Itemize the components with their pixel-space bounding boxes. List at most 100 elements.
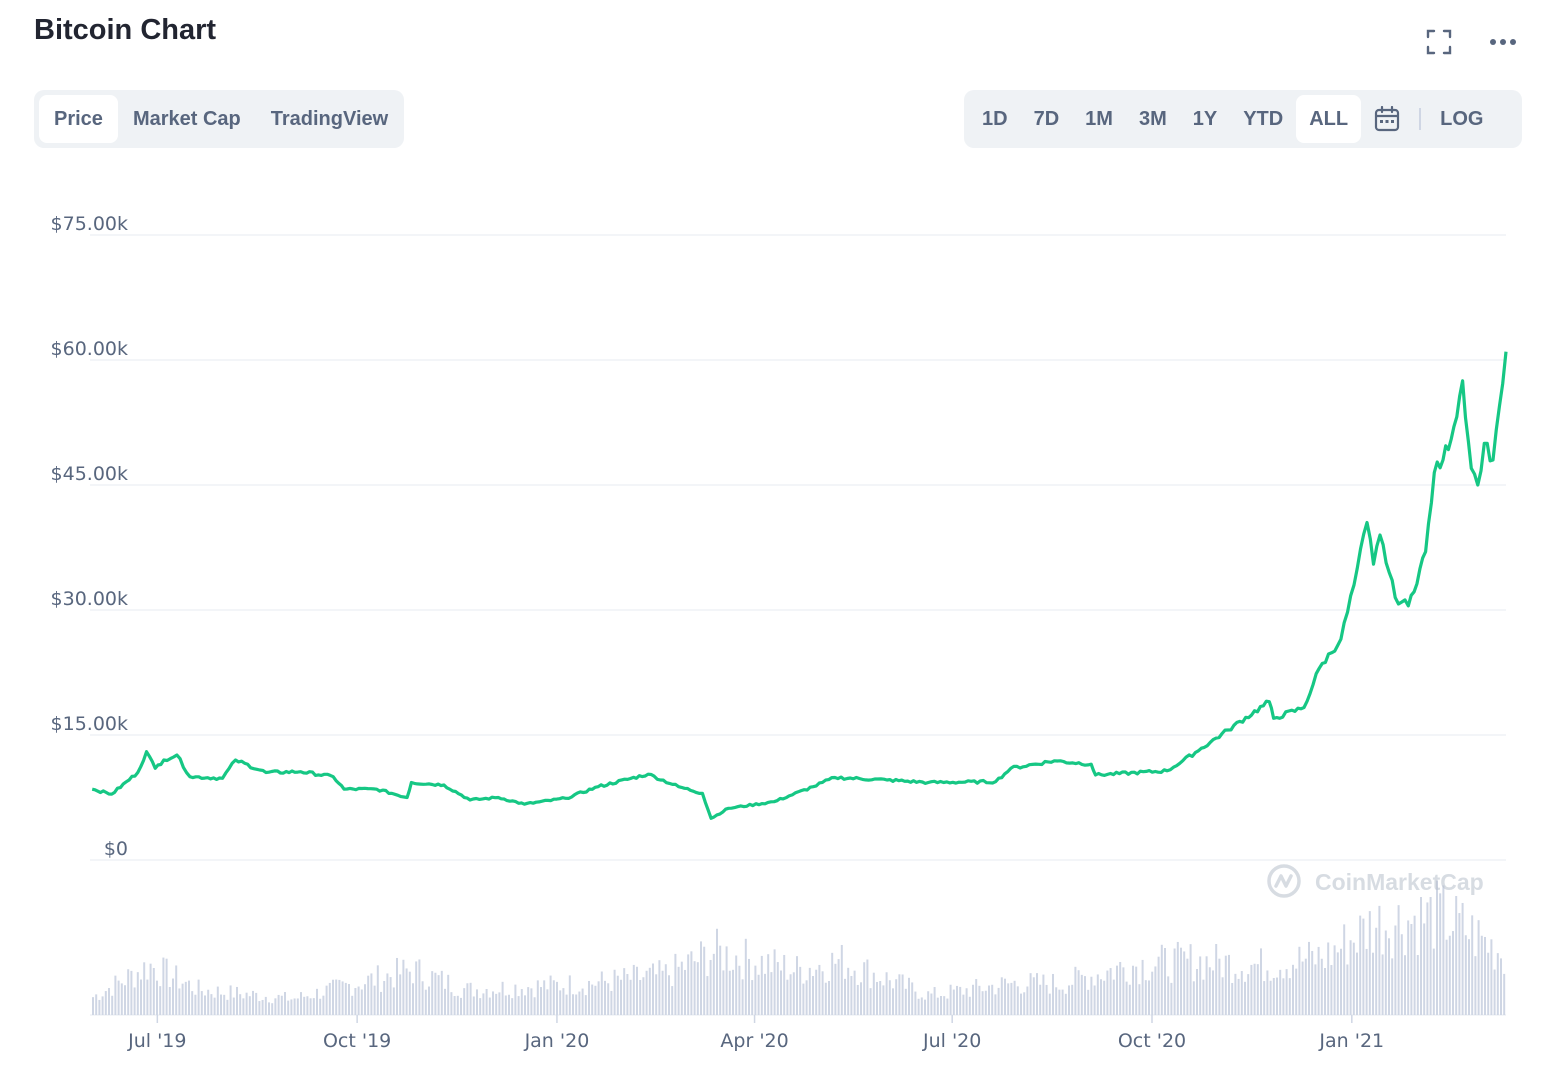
volume-bar [565,994,568,1015]
volume-bar [741,979,744,1015]
volume-bar [1183,951,1186,1015]
volume-bar [1301,961,1304,1015]
volume-bar [1000,977,1003,1015]
volume-bar [364,984,366,1015]
y-tick-label: $0 [104,838,128,860]
volume-bar [744,938,747,1015]
volume-bar [140,979,142,1015]
log-toggle[interactable]: LOG [1440,107,1484,130]
volume-bar [504,995,507,1015]
volume-bar [1084,976,1086,1015]
volume-bar [1100,979,1102,1015]
tab-tradingview[interactable]: TradingView [270,107,389,130]
volume-bar [1471,915,1474,1015]
volume-bar [1224,955,1227,1015]
volume-bar [863,962,866,1015]
volume-bar [1336,952,1339,1015]
volume-bar [866,959,869,1015]
volume-bar [290,999,293,1015]
volume-bar [588,980,590,1015]
volume-bar [898,974,901,1015]
volume-bar [309,998,312,1015]
volume-bar [1410,923,1413,1015]
volume-bar [1420,897,1422,1015]
volume-bar [1090,976,1093,1015]
volume-bar [440,970,443,1015]
volume-bar [751,980,754,1015]
volume-bar [392,987,395,1015]
volume-bars [92,880,1506,1015]
volume-bar [1394,925,1397,1015]
volume-bar [844,978,846,1015]
volume-bar [181,983,184,1015]
volume-bar [540,987,542,1015]
volume-bar [396,957,398,1015]
volume-bar [1007,983,1010,1015]
volume-bar [1311,950,1314,1015]
range-3m[interactable]: 3M [1138,107,1167,130]
price-series-line [91,351,1508,820]
volume-bar [981,991,984,1015]
range-all[interactable]: ALL [1296,95,1362,143]
range-divider [1419,108,1422,130]
volume-bar [799,966,802,1015]
volume-bar [837,959,840,1015]
page-title: Bitcoin Chart [34,14,217,46]
volume-bar [636,966,638,1015]
volume-bar [360,989,363,1015]
volume-bar [828,980,830,1015]
range-ytd[interactable]: YTD [1243,107,1284,130]
volume-bar [1071,984,1074,1015]
volume-bar [767,954,770,1015]
more-button[interactable] [1484,24,1522,60]
volume-bar [213,997,216,1015]
volume-bar [789,974,792,1015]
volume-bar [1327,942,1330,1015]
volume-bar [1266,970,1269,1015]
volume-bar [498,992,501,1015]
tab-market-cap[interactable]: Market Cap [132,107,241,130]
volume-bar [434,972,437,1015]
tab-price[interactable]: Price [39,95,118,143]
range-1y[interactable]: 1Y [1192,107,1218,130]
volume-bar [492,991,494,1015]
coinmarketcap-logo-icon [1267,864,1301,898]
volume-bar [341,981,344,1015]
volume-bar [1141,959,1144,1015]
calendar-icon [1375,106,1400,132]
volume-bar [245,992,248,1015]
volume-bar [933,987,936,1015]
volume-bar [940,996,942,1015]
volume-bar [1215,943,1218,1015]
range-7d[interactable]: 7D [1033,107,1060,130]
volume-bar [949,984,952,1015]
volume-bar [1023,992,1026,1015]
volume-bar [232,997,235,1015]
volume-bar [687,954,690,1015]
calendar-button[interactable] [1361,95,1413,143]
volume-bar [693,961,696,1015]
volume-bar [1340,948,1342,1015]
volume-bar [978,985,981,1015]
range-1d[interactable]: 1D [982,107,1008,130]
volume-bar [354,988,357,1015]
volume-bar [572,994,574,1015]
volume-bar [1375,927,1378,1015]
volume-bar [1413,915,1416,1015]
volume-bar [1074,966,1077,1015]
volume-bar [988,985,990,1015]
volume-bar [1026,986,1029,1015]
volume-bar [1160,944,1163,1015]
volume-bar [108,988,110,1015]
volume-bar [690,951,693,1015]
volume-bar [1234,973,1237,1015]
fullscreen-button[interactable] [1420,24,1458,60]
volume-bar [1164,947,1166,1015]
volume-bar [754,965,757,1015]
range-1m[interactable]: 1M [1085,107,1113,130]
volume-bar [776,962,779,1015]
volume-bar [197,979,200,1015]
volume-bar [1116,965,1118,1015]
volume-bar [1087,989,1090,1015]
volume-bar [1400,934,1403,1015]
